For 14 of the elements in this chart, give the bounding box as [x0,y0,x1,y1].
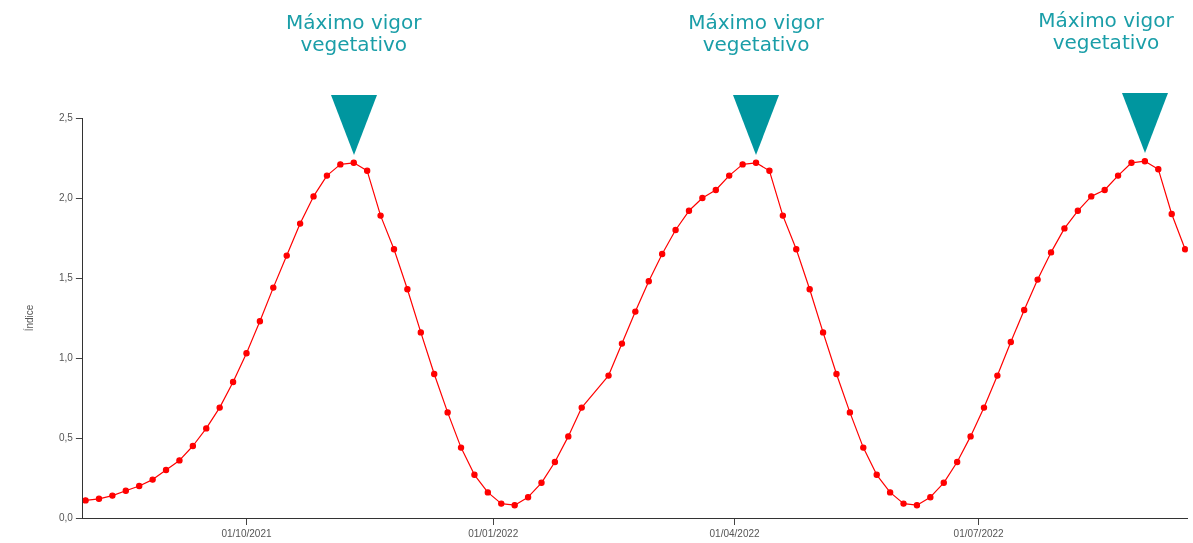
x-tick-label: 01/10/2021 [221,527,272,539]
y-tick-label: 2,5 [59,111,74,123]
y-tick-label: 1,0 [59,351,74,363]
y-tick-label: 0,0 [59,511,74,523]
text: Máximo vigor vegetativo [687,9,825,56]
x-tick-label: 01/01/2022 [468,527,519,539]
text: Máximo vigor vegetativo [1037,8,1175,55]
y-tick-label: 0,5 [59,431,74,443]
x-tick-label: 01/07/2022 [953,527,1005,539]
text: Máximo vigor vegetativo [285,9,423,56]
y-tick-label: 1,5 [59,271,74,283]
y-tick-label: 2,0 [59,191,74,203]
y-axis-title: Índice [22,304,35,332]
x-tick-label: 01/04/2022 [709,527,761,539]
